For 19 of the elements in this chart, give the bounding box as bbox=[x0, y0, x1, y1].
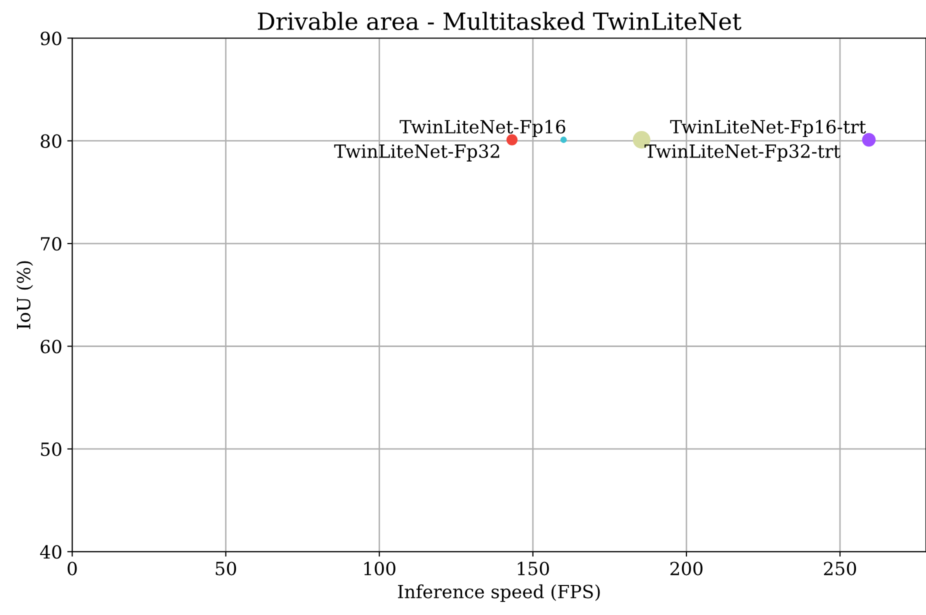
y-tick-label: 80 bbox=[40, 134, 62, 148]
chart-title: Drivable area - Multitasked TwinLiteNet bbox=[258, 12, 742, 30]
x-tick-label: 50 bbox=[216, 562, 236, 576]
annotation: TwinLiteNet-Fp16 bbox=[400, 120, 566, 138]
x-tick-label: 250 bbox=[824, 562, 856, 576]
annotation: TwinLiteNet-Fp32 bbox=[334, 144, 500, 162]
y-axis-title: IoU (%) bbox=[16, 261, 34, 329]
y-tick-label: 70 bbox=[41, 237, 62, 251]
x-tick-label: 100 bbox=[364, 562, 396, 576]
annotation: TwinLiteNet-Fp32-trt bbox=[644, 144, 840, 162]
x-tick-label: 0 bbox=[68, 562, 77, 576]
x-axis-title: Inference speed (FPS) bbox=[398, 584, 600, 602]
y-tick-label: 60 bbox=[40, 340, 62, 354]
x-tick-label: 150 bbox=[518, 562, 549, 576]
annotation: TwinLiteNet-Fp16-trt bbox=[670, 120, 866, 138]
y-tick-label: 40 bbox=[40, 545, 62, 559]
y-tick-label: 90 bbox=[40, 32, 62, 46]
y-tick-label: 50 bbox=[41, 442, 62, 456]
x-tick-label: 200 bbox=[670, 562, 702, 576]
